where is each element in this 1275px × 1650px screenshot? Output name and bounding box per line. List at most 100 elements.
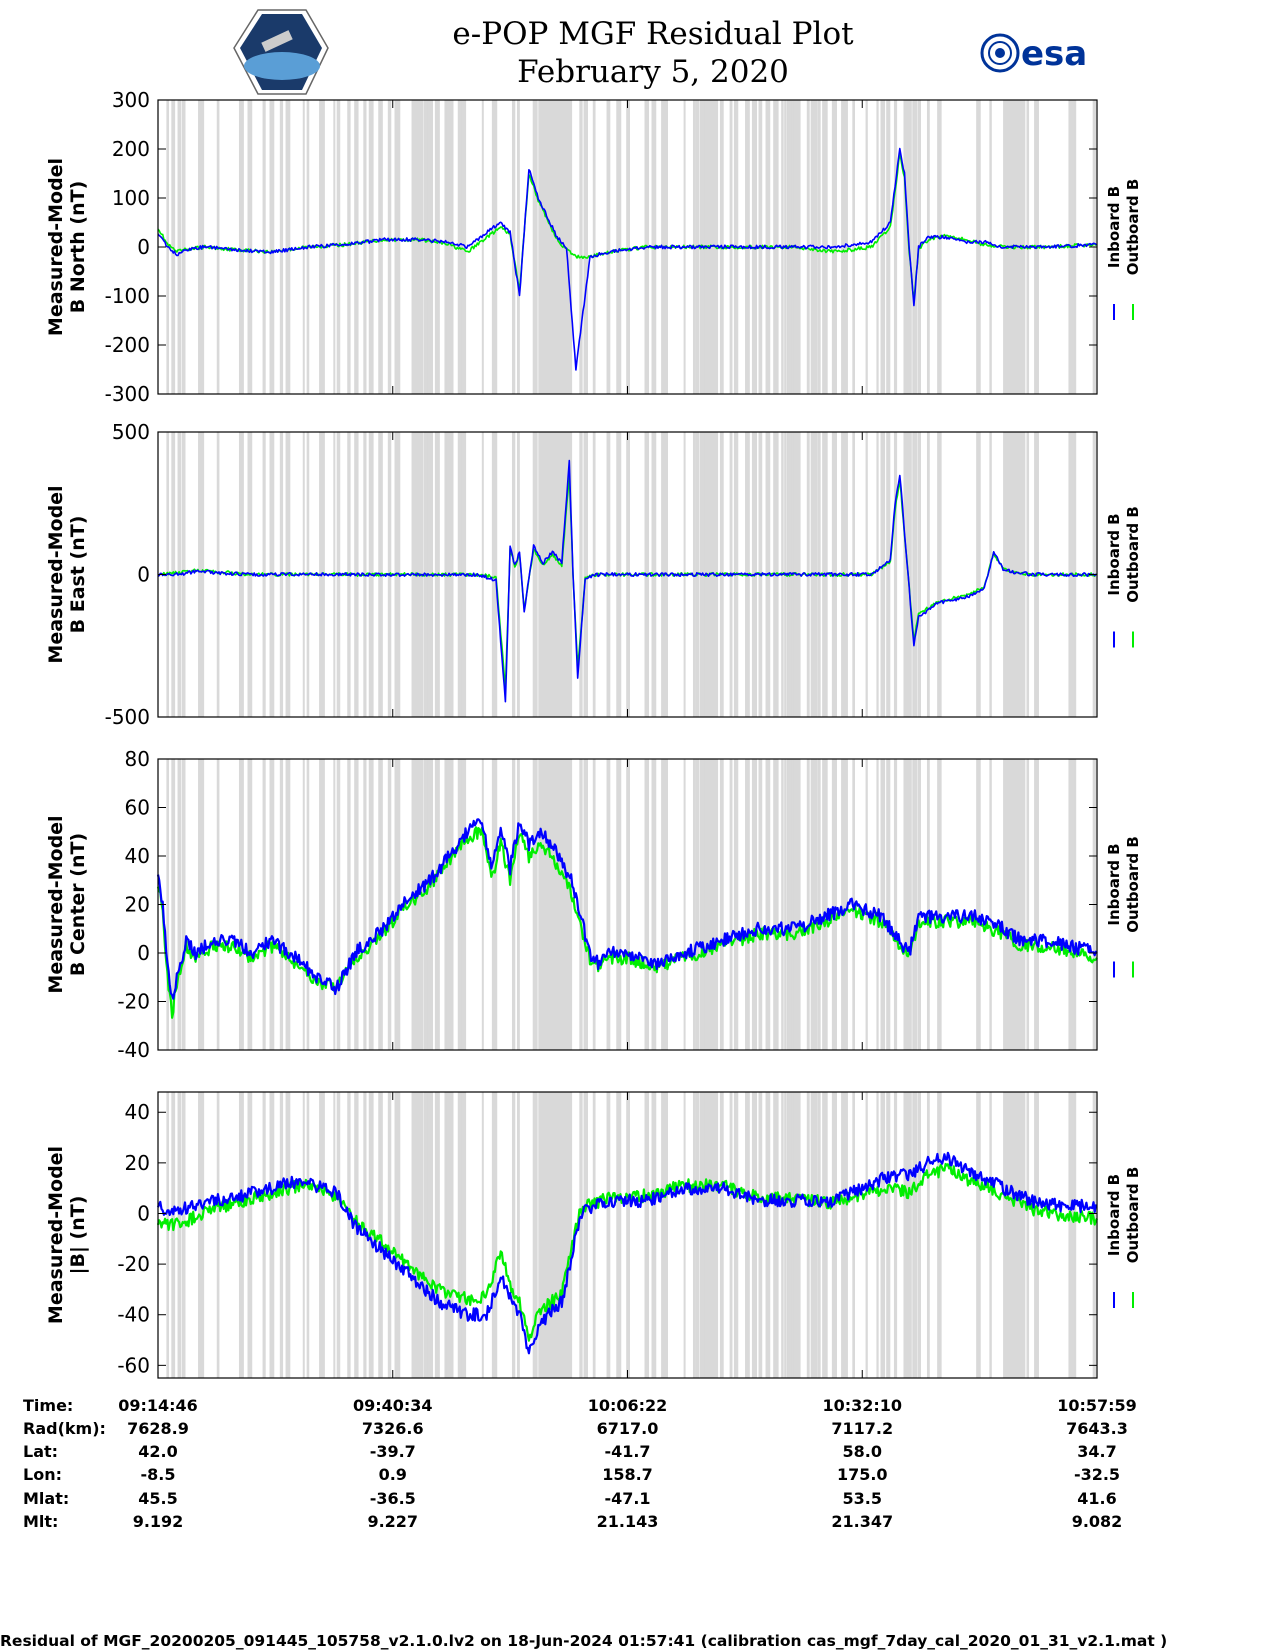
gap-stripe	[446, 1092, 451, 1378]
y-tick-label: 100	[112, 186, 150, 210]
gap-stripe	[1020, 1092, 1026, 1378]
gap-stripe	[1068, 1092, 1073, 1378]
gap-stripe	[793, 759, 797, 1050]
gap-stripe	[567, 759, 573, 1050]
gap-stripe	[616, 759, 622, 1050]
gap-stripe	[876, 1092, 879, 1378]
gap-stripe	[865, 1092, 868, 1378]
info-value: -8.5	[141, 1465, 176, 1484]
gap-stripe	[810, 100, 815, 394]
panel-3: 80 60 40 20 0 -20 -40 Measured-ModelB Center (n…	[45, 747, 1142, 1062]
gap-stripe	[333, 432, 336, 717]
legend-label-inboard: Inboard B	[1105, 513, 1123, 595]
gap-stripe	[719, 1092, 724, 1378]
gap-stripe	[880, 1092, 883, 1378]
legend: Inboard B Outboard B	[1105, 836, 1142, 978]
series-line-inboard-b	[157, 147, 1098, 371]
gap-stripe	[989, 1092, 992, 1378]
gap-stripe	[651, 759, 657, 1050]
gap-stripe	[171, 100, 176, 394]
panel-1: 300 200 100 0 -100 -200 -300 Measured-ModelB No…	[45, 88, 1142, 406]
info-value: 34.7	[1077, 1442, 1116, 1461]
gap-stripe	[661, 759, 666, 1050]
info-value: 9.227	[367, 1512, 418, 1531]
y-axis-label: Measured-ModelB Center (nT)	[45, 815, 89, 993]
gap-stripe	[532, 1092, 538, 1378]
info-row-label: Lat:	[23, 1442, 58, 1461]
gap-stripe	[709, 759, 713, 1050]
gap-stripe	[448, 759, 454, 1050]
x-tick-time-label: 09:40:34	[353, 1396, 433, 1415]
gap-stripe	[729, 759, 733, 1050]
gap-stripe	[247, 1092, 253, 1378]
gap-stripe	[886, 100, 890, 394]
y-tick-label: -200	[105, 333, 150, 357]
gap-stripe	[461, 100, 467, 394]
gap-stripe	[806, 759, 810, 1050]
gap-stripe	[387, 100, 391, 394]
gap-stripe	[702, 759, 705, 1050]
gap-stripe	[893, 432, 898, 717]
gap-stripe	[459, 100, 464, 394]
gap-stripe	[428, 100, 434, 394]
info-value: -41.7	[604, 1442, 650, 1461]
gap-stripe	[457, 1092, 460, 1378]
gap-stripe	[810, 759, 815, 1050]
gap-stripe	[279, 759, 284, 1050]
series-line-inboard-b	[157, 459, 1098, 703]
gap-stripe	[481, 100, 484, 394]
gap-stripe	[481, 759, 484, 1050]
gap-stripe	[354, 759, 359, 1050]
gap-stripe	[818, 100, 821, 394]
y-tick-label: 0	[137, 941, 150, 965]
gap-stripe	[279, 1092, 284, 1378]
gap-stripe	[841, 100, 845, 394]
gap-stripe	[813, 759, 818, 1050]
gap-stripe	[378, 759, 381, 1050]
gap-stripe	[516, 432, 520, 717]
x-tick-time-label: 10:57:59	[1057, 1396, 1137, 1415]
gap-stripe	[492, 1092, 498, 1378]
chart-date: February 5, 2020	[517, 54, 789, 90]
gap-stripe	[532, 432, 538, 717]
info-value: 9.192	[133, 1512, 184, 1531]
gap-stripe	[583, 100, 589, 394]
gap-stripe	[926, 432, 930, 717]
gap-stripe	[644, 759, 650, 1050]
y-tick-label: 20	[125, 893, 150, 917]
gap-stripe	[446, 100, 451, 394]
gap-stripe	[626, 1092, 630, 1378]
gap-stripe	[378, 759, 383, 1050]
y-tick-label: -60	[117, 1353, 150, 1377]
gap-stripe	[269, 759, 273, 1050]
gap-stripe	[913, 432, 918, 717]
gap-stripe	[448, 1092, 454, 1378]
gap-stripe	[457, 759, 460, 1050]
gap-stripe	[565, 759, 569, 1050]
gap-stripe	[262, 1092, 266, 1378]
gap-stripe	[1003, 432, 1022, 717]
gap-stripe	[841, 759, 845, 1050]
gap-stripe	[532, 759, 538, 1050]
gap-stripe	[852, 100, 855, 394]
gap-stripe	[699, 759, 703, 1050]
gap-stripe	[663, 759, 669, 1050]
gap-stripe	[880, 759, 883, 1050]
gap-stripe	[909, 1092, 912, 1378]
y-tick-label: -20	[117, 990, 150, 1014]
gap-stripe	[516, 759, 520, 1050]
gap-stripe	[842, 759, 848, 1050]
info-value: 41.6	[1077, 1489, 1116, 1508]
y-tick-label: 80	[125, 747, 150, 771]
y-tick-label: 500	[112, 420, 150, 444]
cassiope-logo	[233, 9, 329, 95]
x-tick-time-label: 10:32:10	[822, 1396, 902, 1415]
gap-stripe	[745, 1092, 750, 1378]
gap-stripe	[247, 759, 253, 1050]
gap-stripe	[976, 1092, 981, 1378]
gap-stripe	[428, 759, 434, 1050]
info-value: 7628.9	[127, 1419, 189, 1438]
gap-stripe	[579, 432, 583, 717]
gap-stripe	[269, 1092, 273, 1378]
gap-stripe	[319, 759, 324, 1050]
